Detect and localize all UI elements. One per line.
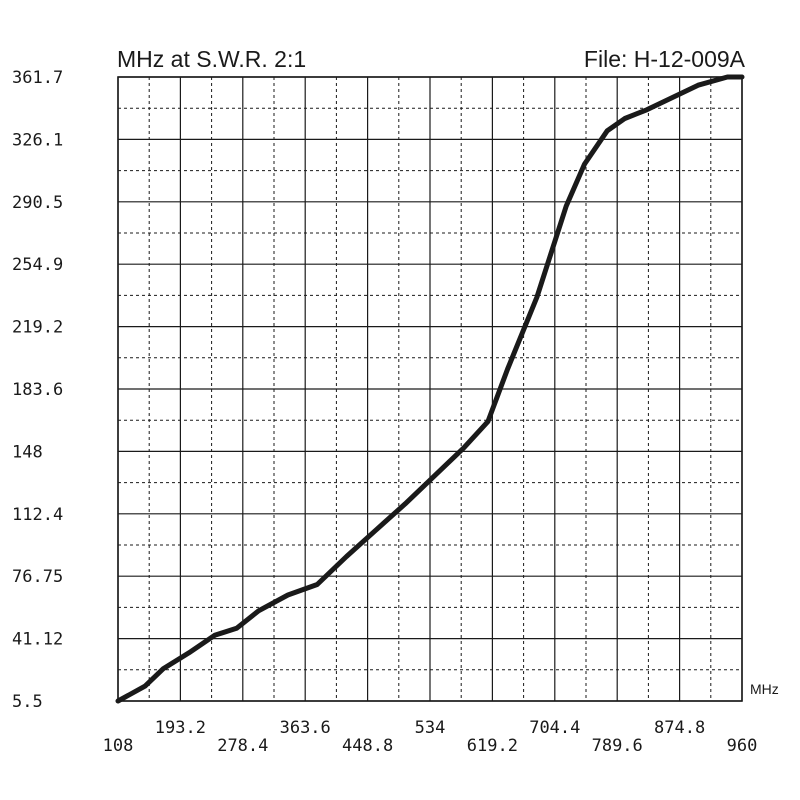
x-tick-label: 619.2 [467,736,518,756]
x-tick-label: 278.4 [217,736,268,756]
x-tick-label: 448.8 [342,736,393,756]
y-tick-label: 183.6 [12,380,63,400]
y-tick-label: 41.12 [12,630,63,650]
y-tick-label: 76.75 [12,567,63,587]
y-tick-label: 326.1 [12,130,63,150]
y-tick-label: 5.5 [12,692,43,712]
x-tick-label: 704.4 [529,718,580,738]
file-label: File: H-12-009A [584,46,746,72]
y-tick-label: 148 [12,442,43,462]
y-tick-label: 361.7 [12,68,63,88]
y-tick-label: 290.5 [12,193,63,213]
y-tick-label: 112.4 [12,505,63,525]
chart-title: MHz at S.W.R. 2:1 [117,46,306,72]
y-tick-label: 254.9 [12,255,63,275]
x-tick-label: 789.6 [592,736,643,756]
x-tick-label: 960 [727,736,758,756]
plot-frame [117,76,743,702]
y-tick-label: 219.2 [12,318,63,338]
x-tick-label: 363.6 [280,718,331,738]
x-tick-label: 874.8 [654,718,705,738]
x-tick-label: 193.2 [155,718,206,738]
x-unit-label: MHz [750,681,779,697]
x-tick-label: 108 [103,736,134,756]
x-tick-label: 534 [415,718,446,738]
series-layer [115,74,745,704]
tick-layer: 5.5 41.12 76.75 112.4 148 183.6 219.2 254.9 290.… [12,68,757,756]
series-line [115,74,745,704]
